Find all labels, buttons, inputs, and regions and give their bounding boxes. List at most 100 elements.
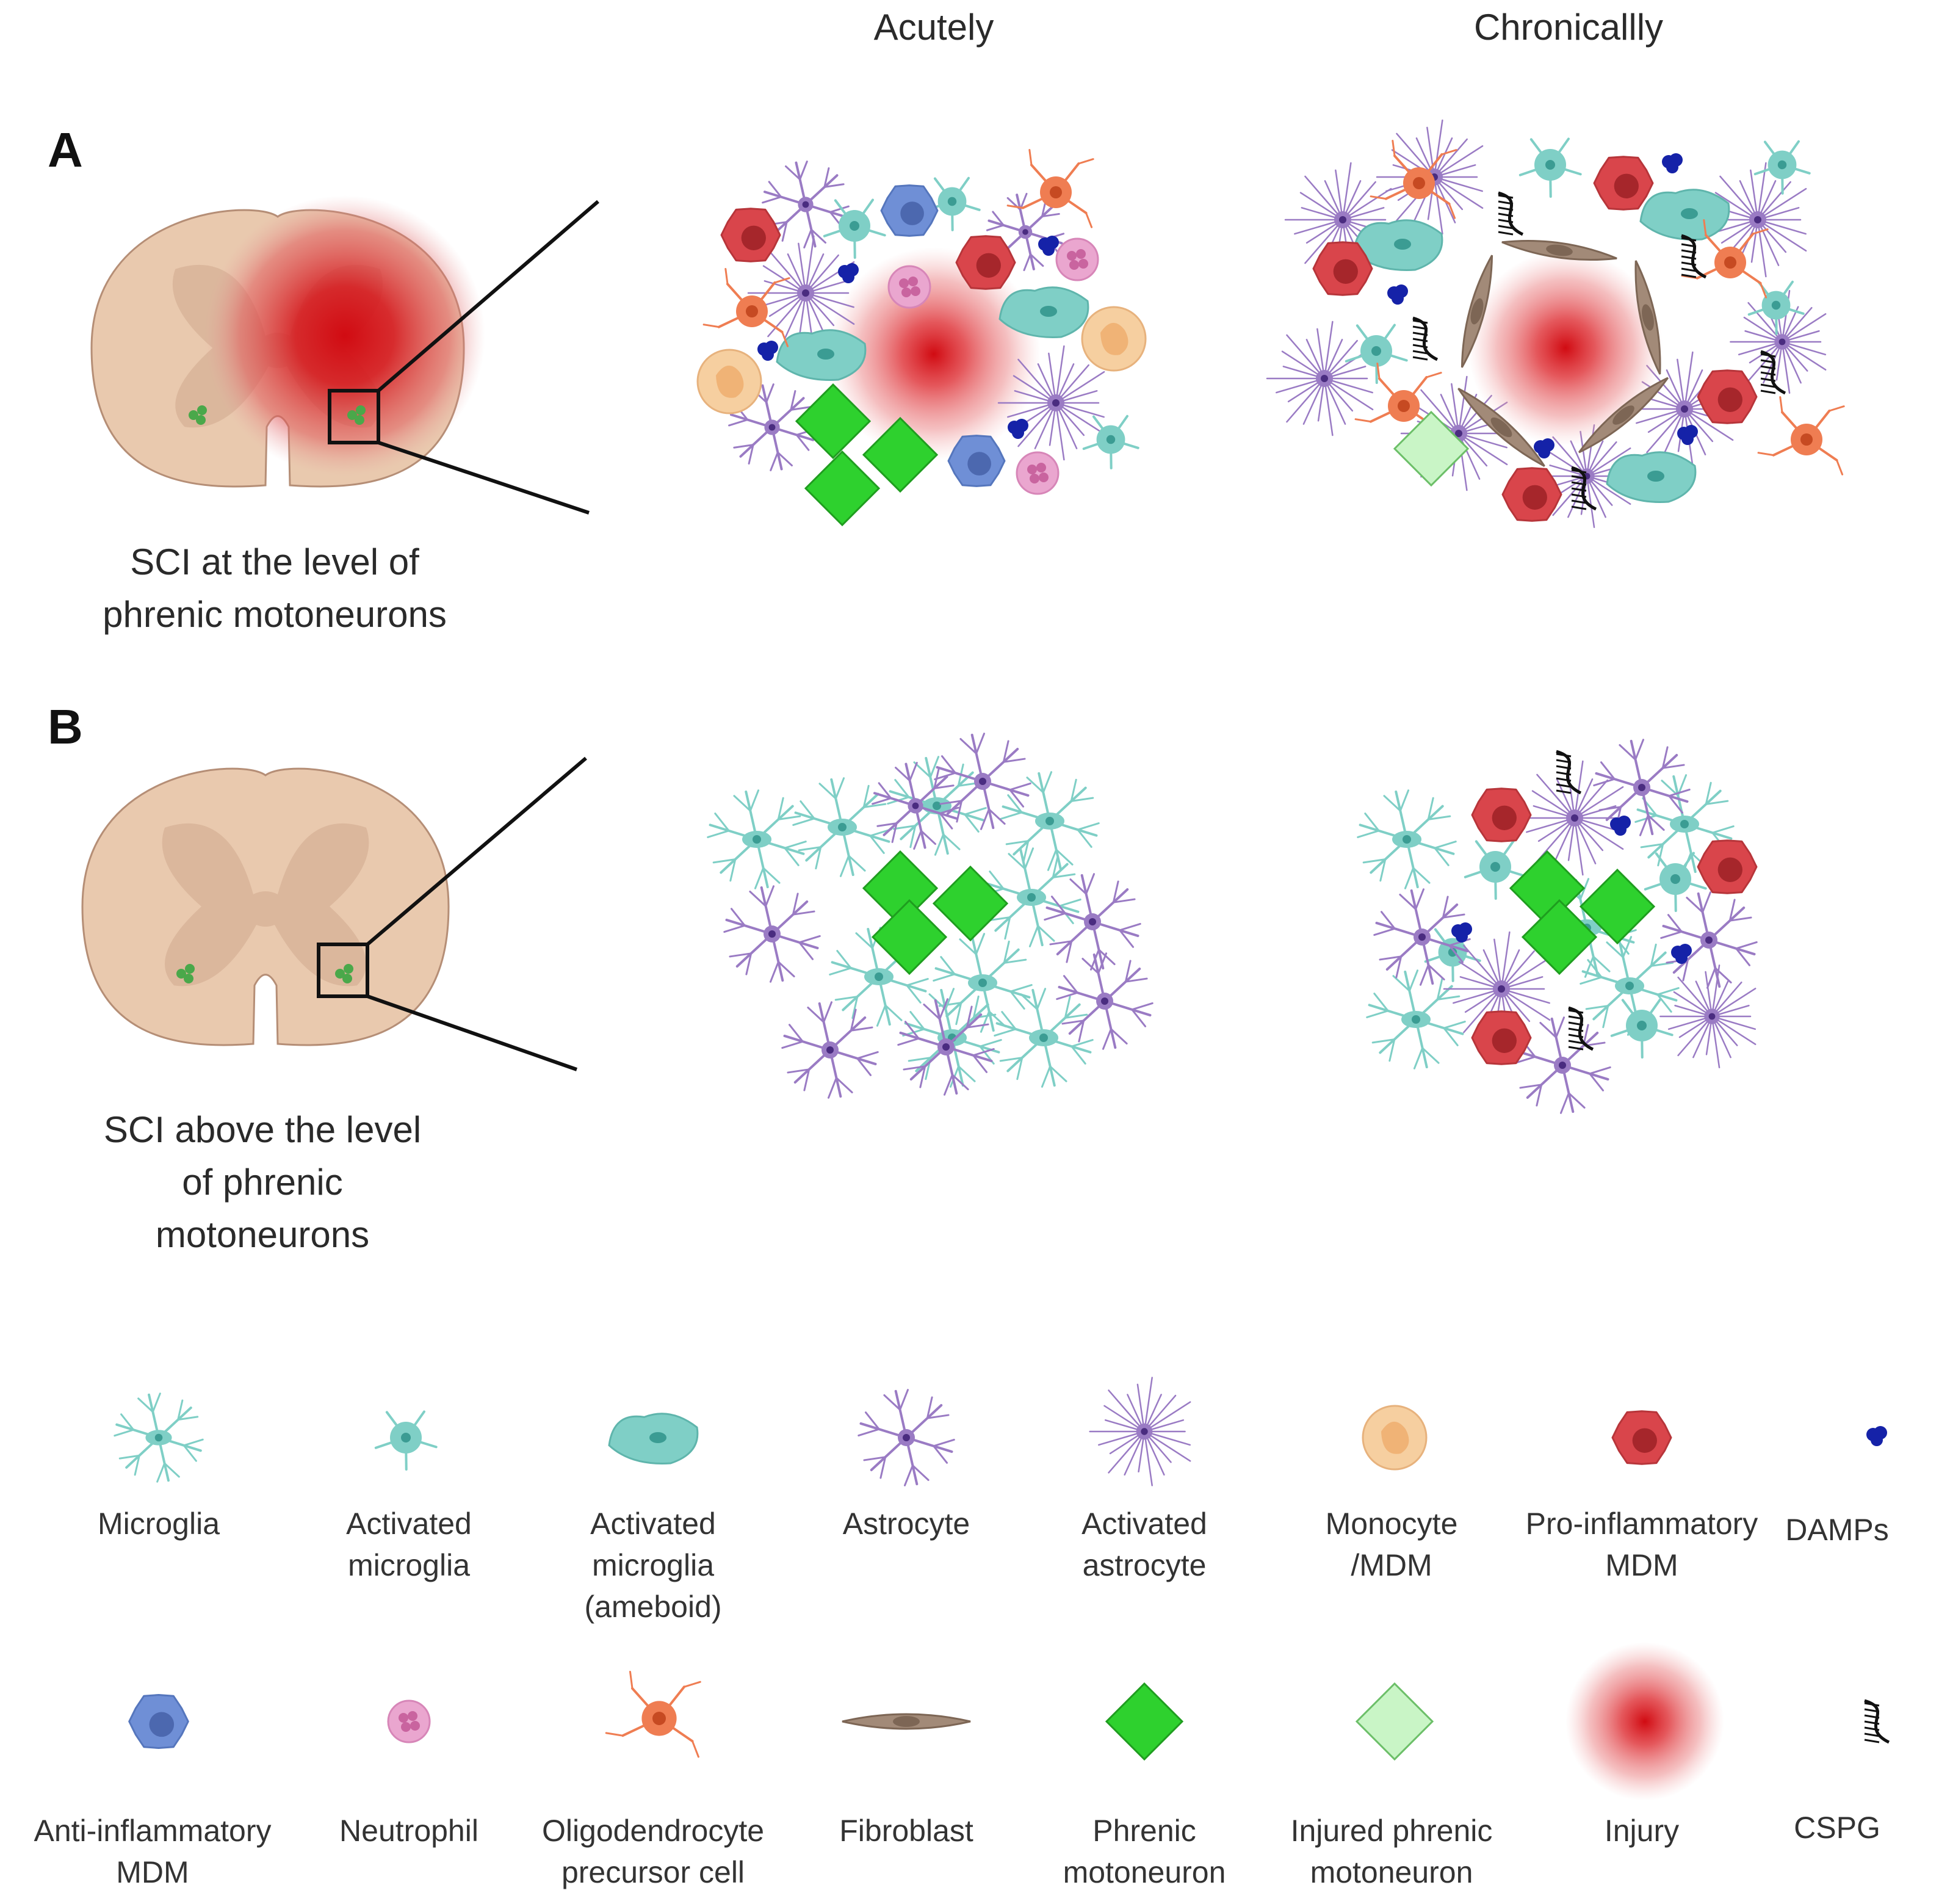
zoom-line-b-bottom	[367, 994, 577, 1071]
pro-inflammatory-mdm-cell	[1501, 467, 1562, 522]
activated-astrocyte-cell	[1516, 760, 1624, 876]
cspg-molecule	[1864, 1699, 1890, 1744]
fibroblast-cell	[1501, 239, 1617, 261]
injury-site	[1468, 250, 1663, 446]
phrenic-motoneuron	[804, 450, 881, 527]
panel-a-chronic	[1266, 119, 1845, 528]
damps-particle	[1451, 922, 1472, 943]
damps-particle	[838, 263, 859, 283]
legend-label-injured-phrenic-motoneuron: Injured phrenic motoneuron	[1290, 1814, 1493, 1889]
microglia-cell	[933, 933, 1033, 1033]
microglia-cell	[1366, 969, 1466, 1070]
damps-particle	[1008, 419, 1028, 439]
microglia-cell	[994, 988, 1094, 1088]
monocyte-cell	[1362, 1405, 1428, 1471]
caption-panel-a: SCI at the level of phrenic motoneurons	[103, 541, 447, 635]
fibroblast-cell	[1634, 260, 1661, 375]
cspg-molecule	[1571, 466, 1597, 511]
damps-particle	[1662, 153, 1683, 173]
caption-panel-b: SCI above the level of phrenic motoneuro…	[103, 1109, 422, 1255]
activated-astrocyte-cell	[1089, 1377, 1191, 1486]
pro-inflammatory-mdm-cell	[1697, 369, 1758, 424]
astrocyte-cell	[1660, 891, 1758, 989]
legend-label-pro-inflammatory-mdm: Pro-inflammatory MDM	[1525, 1507, 1758, 1582]
legend-label-neutrophil: Neutrophil	[339, 1814, 478, 1848]
activated-microglia-cell	[1345, 324, 1408, 384]
legend-label-activated-astrocyte: Activated astrocyte	[1081, 1507, 1207, 1582]
activated-microglia-cell	[823, 198, 886, 259]
opc-cell	[605, 1671, 701, 1758]
fibroblast-cell	[842, 1713, 971, 1730]
activated-microglia-cell	[923, 176, 981, 231]
ameboid-microglia-cell	[998, 286, 1089, 338]
neutrophil-cell	[1055, 237, 1099, 281]
activated-astrocyte-cell	[747, 235, 855, 351]
damps-particle	[1038, 236, 1059, 256]
panel-label-b: B	[48, 700, 83, 754]
activated-astrocyte-cell	[1730, 290, 1827, 394]
activated-microglia-cell	[1610, 998, 1674, 1059]
astrocyte-cell	[986, 192, 1065, 272]
injury-site	[1565, 1642, 1724, 1801]
microglia-cell	[707, 789, 807, 889]
legend-label-monocyte: Monocyte /MDM	[1325, 1507, 1458, 1582]
panel-b-chronic	[1357, 739, 1758, 1114]
microglia-cell	[114, 1392, 204, 1483]
legend-label-phrenic-motoneuron: Phrenic motoneuron	[1063, 1814, 1226, 1889]
microglia-cell	[1357, 789, 1457, 889]
column-header-acute: Acutely	[873, 7, 994, 48]
zoom-line-a-top	[377, 200, 599, 393]
ameboid-microglia-cell	[776, 329, 867, 381]
activated-microglia-cell	[1753, 140, 1811, 195]
astrocyte-cell	[1514, 1016, 1611, 1114]
astrocyte-cell	[762, 161, 850, 248]
pro-inflammatory-mdm-cell	[1471, 787, 1532, 842]
cspg-molecule	[1681, 234, 1707, 279]
ameboid-microglia-cell	[1639, 189, 1730, 241]
damps-particle	[1534, 438, 1554, 458]
damps-particle	[1677, 425, 1698, 445]
pro-inflammatory-mdm-cell	[1593, 156, 1654, 211]
panel-a-acute	[696, 148, 1147, 527]
activated-microglia-cell	[1518, 137, 1582, 198]
pro-inflammatory-mdm-cell	[955, 235, 1016, 290]
motoneuron-cluster	[335, 964, 353, 983]
phrenic-motoneuron	[932, 865, 1009, 942]
microglia-cell	[1580, 936, 1680, 1036]
ameboid-microglia-cell	[1606, 451, 1697, 503]
ameboid-microglia-cell	[1352, 219, 1443, 271]
phrenic-motoneuron	[862, 416, 939, 493]
injured-phrenic-motoneuron	[1393, 410, 1470, 487]
pro-inflammatory-mdm-cell	[1471, 1010, 1532, 1065]
astrocyte-cell	[728, 383, 816, 471]
activated-astrocyte-cell	[1659, 965, 1757, 1068]
neutrophil-cell	[1016, 451, 1060, 495]
panel-label-a: A	[48, 123, 83, 177]
motoneuron-cluster	[176, 964, 195, 983]
zoom-box-b	[317, 943, 369, 998]
monocyte-cell	[696, 349, 762, 414]
microglia-cell	[887, 756, 987, 856]
astrocyte-cell	[1373, 888, 1471, 986]
opc-cell	[1370, 139, 1457, 219]
injury-site	[827, 247, 1041, 461]
legend-label-injury: Injury	[1604, 1814, 1680, 1848]
activated-microglia-cell	[374, 1410, 438, 1471]
neutrophil-cell	[387, 1699, 431, 1743]
anti-inflammatory-mdm-cell	[947, 435, 1006, 487]
opc-cell	[1354, 362, 1442, 442]
opc-cell	[1757, 396, 1845, 476]
astrocyte-cell	[1056, 952, 1154, 1050]
astrocyte-cell	[858, 1389, 955, 1486]
microglia-cell	[981, 847, 1081, 947]
cspg-molecule	[1498, 191, 1524, 236]
damps-particle	[757, 341, 778, 361]
activated-microglia-cell	[1082, 414, 1139, 469]
fibroblast-cell	[1457, 388, 1545, 467]
damps-particle	[1387, 284, 1408, 305]
zoom-line-b-top	[366, 756, 587, 946]
column-header-chronic: Chronicallly	[1473, 7, 1664, 48]
opc-cell	[702, 267, 790, 347]
ameboid-microglia-cell	[608, 1413, 699, 1464]
legend-label-astrocyte: Astrocyte	[842, 1507, 970, 1541]
